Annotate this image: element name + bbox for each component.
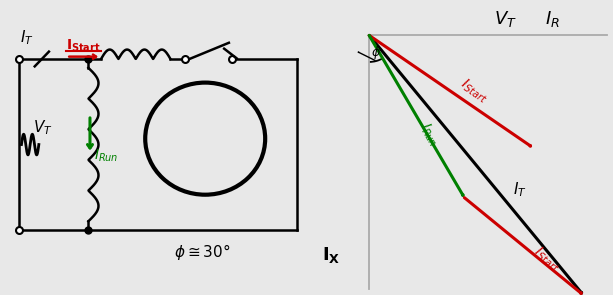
Text: $\mathbf{I_{Start}}$: $\mathbf{I_{Start}}$	[66, 37, 101, 54]
Text: $\phi \cong 30°$: $\phi \cong 30°$	[173, 242, 230, 262]
Text: $V_T$: $V_T$	[33, 119, 53, 137]
Text: $I_{Run}$: $I_{Run}$	[416, 119, 443, 149]
Text: $\mathbf{I_X}$: $\mathbf{I_X}$	[322, 245, 340, 265]
Text: $V_T$: $V_T$	[494, 9, 517, 29]
Text: $I_{Start}$: $I_{Start}$	[457, 76, 492, 106]
Text: $I_{Run}$: $I_{Run}$	[94, 147, 118, 164]
Text: $I_{Start}$: $I_{Start}$	[530, 243, 563, 275]
Text: $I_T$: $I_T$	[20, 29, 33, 47]
Text: $\phi$: $\phi$	[371, 44, 381, 61]
Text: $I_T$: $I_T$	[512, 180, 526, 199]
Text: $I_R$: $I_R$	[544, 9, 560, 29]
